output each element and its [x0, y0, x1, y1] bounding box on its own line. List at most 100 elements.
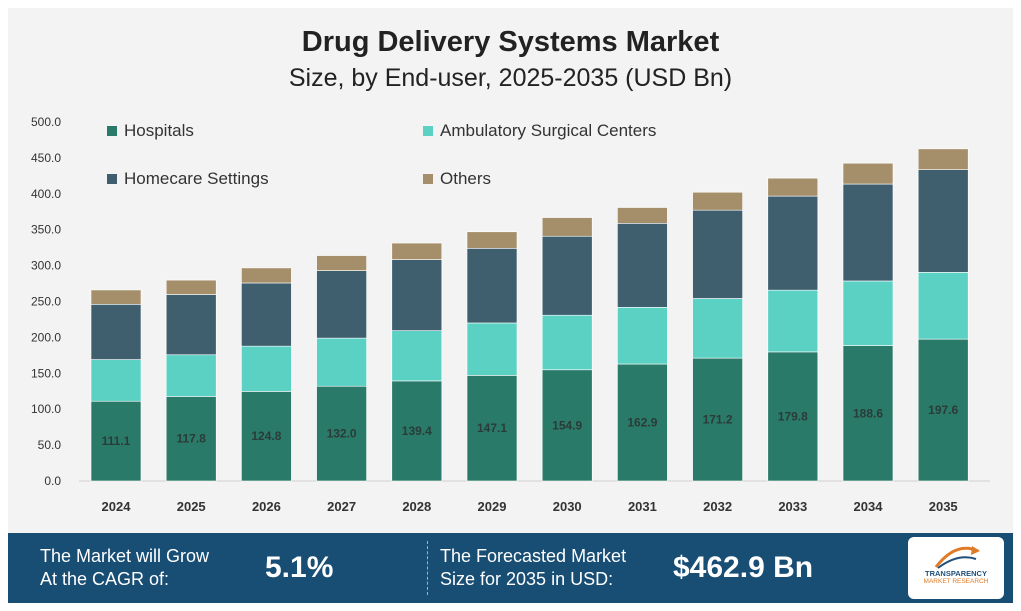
legend-label: Ambulatory Surgical Centers — [440, 121, 656, 140]
bar-segment-homecare-settings — [466, 247, 518, 324]
bar-segment-hospitals — [316, 385, 367, 482]
bar-segment-others — [165, 279, 217, 295]
data-label: 197.6 — [928, 403, 958, 417]
bar-segment-hospitals — [466, 375, 518, 482]
bar-segment-others — [90, 289, 142, 305]
bar-segment-others — [466, 231, 518, 249]
x-tick-label: 2028 — [402, 499, 431, 514]
y-tick-label: 100.0 — [31, 402, 61, 416]
bar-segment-homecare-settings — [767, 195, 819, 291]
bar-segment-ambulatory-surgical-centers — [692, 298, 743, 359]
data-label: 117.8 — [177, 432, 207, 446]
x-tick-label: 2031 — [628, 499, 657, 514]
bar-segment-others — [541, 217, 593, 237]
x-tick-label: 2030 — [553, 499, 582, 514]
bar-segment-others — [692, 191, 743, 211]
footer-banner: The Market will Grow At the CAGR of: 5.1… — [8, 533, 1013, 603]
bar-segment-hospitals — [391, 380, 443, 482]
data-label: 179.8 — [778, 409, 808, 423]
bar-segment-homecare-settings — [316, 270, 367, 339]
bar-segment-ambulatory-surgical-centers — [842, 280, 894, 346]
chart-title: Drug Delivery Systems Market — [301, 26, 720, 58]
forecast-value: $462.9 Bn — [673, 551, 814, 584]
x-tick-label: 2026 — [252, 499, 281, 514]
logo-text-secondary: MARKET RESEARCH — [923, 578, 989, 585]
bar-segment-ambulatory-surgical-centers — [617, 307, 668, 365]
y-tick-label: 50.0 — [38, 438, 62, 452]
bar-segment-ambulatory-surgical-centers — [90, 359, 142, 402]
bar-segment-ambulatory-surgical-centers — [391, 330, 443, 382]
legend-swatch — [423, 174, 433, 184]
data-label: 147.1 — [477, 421, 507, 435]
data-label: 139.4 — [402, 424, 432, 438]
bar-segment-hospitals — [917, 338, 969, 482]
logo-arc-icon — [934, 546, 980, 569]
cagr-value: 5.1% — [265, 551, 334, 584]
data-label: 162.9 — [627, 416, 657, 430]
x-tick-label: 2024 — [102, 499, 132, 514]
bar-segment-others — [391, 242, 443, 260]
x-tick-label: 2034 — [854, 499, 884, 514]
bar-segment-hospitals — [241, 391, 292, 482]
legend-swatch — [423, 126, 433, 136]
bar-segment-others — [316, 255, 367, 271]
bar-segment-others — [842, 162, 894, 185]
bar-segment-hospitals — [165, 396, 217, 482]
bar-segment-homecare-settings — [541, 235, 593, 316]
x-tick-label: 2033 — [778, 499, 807, 514]
bar-segment-homecare-settings — [90, 304, 142, 360]
bar-segment-ambulatory-surgical-centers — [541, 314, 593, 371]
data-label: 132.0 — [327, 427, 357, 441]
legend-label: Others — [440, 169, 491, 188]
bar-segment-homecare-settings — [617, 223, 668, 308]
bar-segment-ambulatory-surgical-centers — [165, 354, 217, 397]
cagr-label-line1: The Market will Grow — [40, 546, 210, 566]
bar-segment-homecare-settings — [165, 294, 217, 356]
y-tick-label: 250.0 — [31, 295, 61, 309]
x-tick-label: 2032 — [703, 499, 732, 514]
chart-subtitle: Size, by End-user, 2025-2035 (USD Bn) — [288, 64, 733, 92]
bar-segment-hospitals — [842, 345, 894, 482]
bar-segment-hospitals — [767, 351, 819, 482]
bar-segment-ambulatory-surgical-centers — [917, 272, 969, 340]
legend-swatch — [107, 126, 117, 136]
company-logo: TRANSPARENCY MARKET RESEARCH — [908, 537, 1004, 599]
bar-segment-hospitals — [692, 357, 743, 482]
legend-label: Hospitals — [124, 121, 194, 140]
data-label: 111.1 — [102, 434, 131, 448]
bar-segment-ambulatory-surgical-centers — [767, 289, 819, 353]
bar-segment-others — [241, 267, 292, 284]
x-tick-label: 2025 — [177, 499, 206, 514]
bar-segment-homecare-settings — [391, 259, 443, 331]
cagr-label-line2: At the CAGR of: — [40, 569, 170, 589]
bar-segment-others — [767, 177, 819, 197]
x-tick-label: 2035 — [929, 499, 958, 514]
stacked-bar-chart: 0.0 50.0 100.0 150.0 200.0 250.0 300.0 350.0 400… — [31, 115, 990, 514]
data-label: 188.6 — [853, 406, 883, 420]
logo-text-primary: TRANSPARENCY — [925, 569, 987, 578]
bar-segment-ambulatory-surgical-centers — [466, 322, 518, 376]
y-tick-label: 200.0 — [31, 330, 61, 344]
bar-segment-homecare-settings — [917, 169, 969, 273]
bar-segment-ambulatory-surgical-centers — [241, 345, 292, 392]
data-label: 154.9 — [552, 418, 582, 432]
y-tick-label: 150.0 — [31, 366, 61, 380]
bar-segment-homecare-settings — [241, 282, 292, 347]
y-tick-label: 500.0 — [31, 115, 61, 129]
forecast-label-line1: The Forecasted Market — [440, 546, 627, 566]
data-label: 171.2 — [703, 413, 733, 427]
bar-segment-others — [917, 148, 969, 170]
bar-segment-homecare-settings — [692, 209, 743, 299]
bar-segment-hospitals — [617, 363, 668, 482]
x-tick-label: 2027 — [327, 499, 356, 514]
y-tick-label: 400.0 — [31, 187, 61, 201]
forecast-label-line2: Size for 2035 in USD: — [440, 569, 614, 589]
bar-segment-hospitals — [541, 369, 593, 482]
bar-segment-ambulatory-surgical-centers — [316, 337, 367, 387]
bar-segment-others — [617, 207, 668, 224]
legend-swatch — [107, 174, 117, 184]
data-label: 124.8 — [251, 429, 281, 443]
y-tick-label: 300.0 — [31, 259, 61, 273]
x-tick-label: 2029 — [478, 499, 507, 514]
bar-segment-homecare-settings — [842, 183, 894, 282]
